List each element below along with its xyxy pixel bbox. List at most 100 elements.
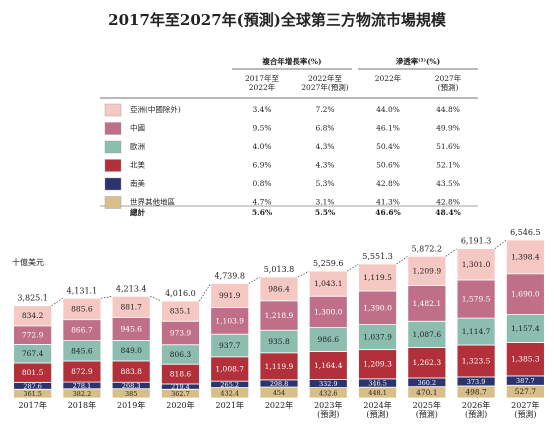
table-cell: 4.3%: [315, 161, 334, 170]
total-value-label: 5,259.6: [313, 259, 344, 268]
legend-label: 北美: [130, 160, 145, 170]
x-tick-label: 2019年: [117, 400, 145, 410]
table-cell: 49.9%: [436, 124, 460, 133]
bar-segment: [259, 352, 299, 381]
bar-segment: [456, 248, 496, 281]
value-label: 360.2: [418, 379, 437, 387]
bar-segment: [210, 356, 250, 382]
value-label: 1,209.3: [363, 360, 392, 369]
value-label: 866.7: [71, 326, 93, 335]
column-header: 2017年至 2022年: [245, 73, 280, 92]
bar-segment: [358, 349, 397, 380]
value-label: 346.5: [368, 380, 387, 388]
table-cell: 5.6%: [252, 208, 272, 217]
bar-segment: [505, 342, 545, 377]
total-value-label: 5,872.2: [412, 244, 443, 253]
bar-segment: [210, 307, 250, 335]
value-label: 1,037.9: [363, 333, 392, 342]
value-label: 385: [125, 390, 137, 398]
bar-segment: [505, 273, 545, 315]
value-label: 872.9: [71, 367, 93, 376]
bar-segment: [111, 295, 151, 318]
value-label: 278.1: [73, 382, 92, 390]
chart-title: 2017年至2027年(預測)全球第三方物流市場規模: [108, 11, 447, 29]
table-cell: 4.3%: [315, 142, 334, 151]
value-label: 498.7: [465, 387, 487, 396]
table-cell: 44.0%: [376, 105, 400, 114]
value-label: 387.7: [516, 377, 535, 385]
value-label: 1,209.9: [412, 266, 441, 275]
value-label: 1,114.7: [462, 327, 491, 336]
legend-swatch: [104, 177, 122, 191]
bar-segment: [358, 290, 397, 325]
connector: [100, 295, 113, 299]
value-label: 1,323.5: [462, 356, 491, 365]
bar-segment: [62, 297, 102, 321]
value-label: 937.7: [219, 341, 241, 350]
x-tick-label: 2026年(預測): [462, 400, 490, 419]
value-label: 470.1: [416, 388, 437, 397]
table-cell: 41.3%: [376, 198, 400, 207]
legend-swatch: [104, 159, 122, 172]
value-label: 845.6: [71, 346, 93, 355]
table-cell: 0.8%: [252, 179, 271, 188]
value-label: 767.4: [22, 349, 44, 358]
value-label: 1,482.1: [412, 299, 441, 308]
table-cell: 4.7%: [252, 198, 271, 207]
table-cell: 50.6%: [376, 161, 400, 170]
column-header: 2027年(預測): [435, 73, 462, 92]
value-label: 1,087.6: [412, 330, 441, 339]
value-label: 362.7: [171, 390, 190, 398]
x-tick-label: 2027年(預測): [511, 400, 539, 419]
bar-segment: [505, 314, 545, 343]
legend-label: 南美: [130, 178, 145, 188]
table-cell: 6.9%: [252, 161, 271, 170]
value-label: 1,690.0: [511, 290, 540, 299]
table-cell: 46.1%: [376, 124, 400, 133]
value-label: 298.8: [270, 380, 289, 388]
table-cell: 3.1%: [315, 198, 334, 207]
connector: [494, 239, 507, 249]
value-label: 945.6: [120, 325, 142, 334]
bar-segment: [456, 279, 496, 319]
legend-label: 中國: [130, 123, 145, 133]
x-tick-label: 2017年: [18, 400, 46, 410]
legend-label: 歐洲: [130, 141, 145, 151]
value-label: 432.4: [220, 389, 239, 397]
value-label: 1,300.0: [314, 307, 343, 316]
connector: [396, 255, 409, 265]
table-cell: 43.5%: [436, 179, 460, 188]
value-label: 835.1: [170, 307, 191, 316]
bar-segment: [407, 255, 447, 286]
legend-swatch: [104, 122, 122, 135]
legend-swatch: [104, 103, 122, 117]
unit-label: 十億美元: [12, 257, 44, 267]
table-cell: 42.8%: [376, 179, 400, 188]
value-label: 991.9: [219, 291, 241, 300]
table-cell: 4.0%: [252, 142, 271, 151]
group-header: 滲透率⁽¹⁾(%): [396, 56, 440, 66]
connector: [297, 270, 310, 278]
value-label: 448.1: [368, 389, 387, 397]
table-cell: 6.8%: [315, 124, 334, 133]
column-header: 2022年至 2027年(預測): [301, 73, 349, 92]
value-label: 432.6: [319, 389, 338, 397]
table-cell: 48.4%: [435, 208, 460, 217]
table-cell: 9.5%: [252, 124, 271, 133]
value-label: 834.2: [22, 311, 44, 320]
total-label: 總計: [130, 207, 145, 217]
total-value-label: 4,131.1: [67, 286, 98, 295]
value-label: 1,262.3: [412, 358, 441, 367]
value-label: 806.3: [170, 350, 192, 359]
total-value-label: 4,739.8: [214, 272, 245, 281]
value-label: 973.9: [170, 328, 192, 337]
legend-swatch: [104, 196, 122, 209]
x-tick-label: 2018年: [68, 400, 96, 410]
value-label: 1,164.4: [314, 361, 343, 370]
total-value-label: 5,013.8: [264, 265, 295, 274]
value-label: 219.4: [171, 383, 190, 391]
legend-label: 世界其他地區: [130, 197, 175, 207]
value-label: 1,385.3: [511, 355, 540, 364]
legend-label: 亞洲(中國除外): [130, 104, 181, 114]
